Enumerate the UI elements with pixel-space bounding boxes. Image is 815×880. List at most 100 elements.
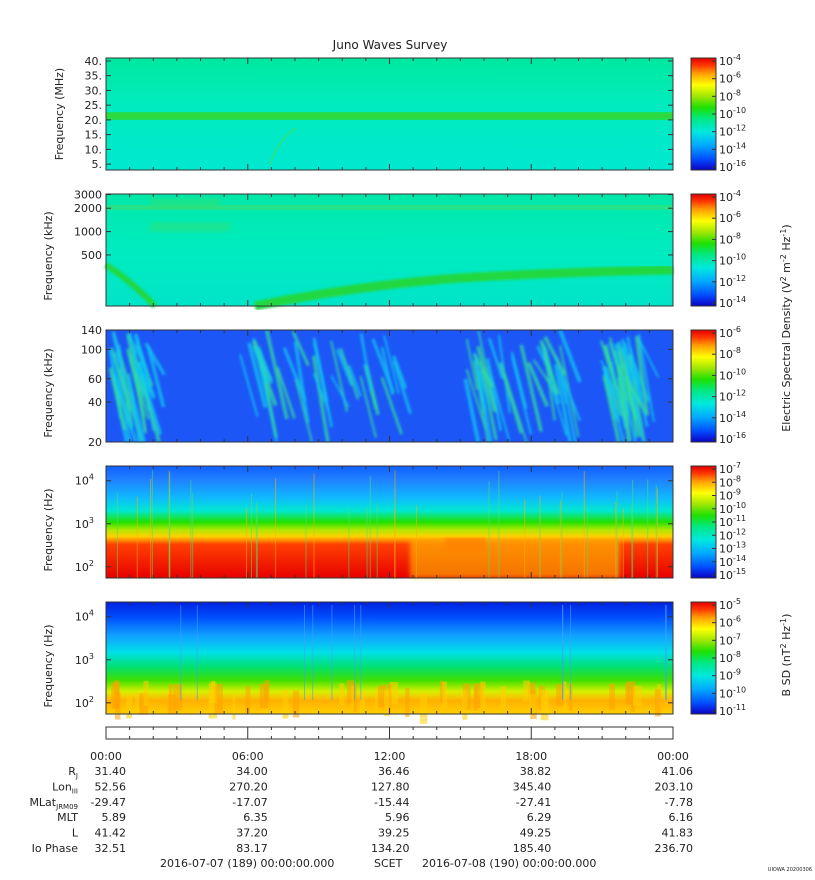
- b-burst: [480, 681, 486, 709]
- ephemeris-value: 6.35: [243, 811, 268, 824]
- ephemeris-row-label: MLT: [57, 811, 78, 824]
- lf-burst-streak: [330, 375, 350, 408]
- b-burst: [627, 681, 636, 705]
- colorbar-tick-label: 10-7: [719, 461, 741, 476]
- ephemeris-value: 185.40: [513, 842, 552, 855]
- lf-burst-streak: [135, 373, 150, 420]
- b-burst: [419, 694, 428, 724]
- ephemeris-value: -15.44: [374, 796, 409, 809]
- lf-burst-streak: [519, 344, 543, 432]
- time-label: 18:00: [515, 750, 547, 763]
- b-burst: [541, 689, 548, 716]
- colorbar-tick-label: 10-7: [719, 632, 741, 647]
- lf-burst-streak: [380, 346, 395, 395]
- y-tick-label: 40: [88, 396, 102, 409]
- panel-b-hz: 104 103 102 Frequency (Hz): [42, 601, 674, 724]
- lf-burst-streak: [256, 345, 274, 385]
- time-label: 12:00: [374, 750, 406, 763]
- colorbar-tick-label: 10-11: [719, 514, 746, 529]
- lf-burst-streak: [599, 340, 618, 391]
- lf-burst-streak: [282, 347, 307, 401]
- panel-hf-khz-ylabel: Frequency (kHz): [42, 211, 55, 300]
- colorbar-tick-label: 10-6: [719, 615, 741, 630]
- y-tick-label: 20: [88, 436, 102, 449]
- scet-label: SCET: [374, 857, 403, 870]
- lf-burst-streak: [638, 338, 660, 379]
- b-burst: [282, 689, 289, 719]
- b-burst: [232, 693, 236, 720]
- lf-burst-streak: [146, 345, 166, 408]
- y-tick-label: 140: [81, 324, 102, 337]
- panel-hf-khz-heatmap: [106, 194, 673, 306]
- ephemeris-row-label: L: [72, 827, 79, 840]
- y-tick-label: 40.: [85, 55, 103, 68]
- lf-burst-streak: [543, 335, 567, 376]
- ephemeris-value: 345.40: [513, 780, 552, 793]
- colorbar-tick-label: 10-9: [719, 668, 741, 683]
- colorbar: [690, 465, 717, 579]
- ephemeris-value: -29.47: [91, 796, 126, 809]
- ephemeris-value: 203.10: [655, 780, 694, 793]
- credit-stamp: UIOWA 20200306: [768, 867, 812, 873]
- y-tick-label: 15.: [85, 129, 103, 142]
- ephemeris-value: 38.82: [520, 765, 552, 778]
- lf-burst-streak: [275, 366, 296, 419]
- b-burst: [383, 689, 390, 717]
- b-burst: [523, 680, 530, 702]
- lf-burst-streak: [144, 342, 166, 376]
- lf-burst-streak: [463, 378, 481, 443]
- lf-burst-streak: [503, 373, 528, 443]
- lf-burst-streak: [312, 372, 330, 412]
- b-burst: [556, 684, 565, 707]
- b-burst: [135, 693, 140, 715]
- lf-burst-streak: [110, 348, 132, 412]
- b-burst: [439, 681, 445, 703]
- ephemeris-row-label: MLatJRM09: [29, 796, 78, 811]
- colorbar-tick-label: 10-4: [719, 53, 741, 68]
- colorbar-tick-label: 10-8: [719, 231, 741, 246]
- colorbar-tick-label: 10-6: [719, 71, 741, 86]
- b-burst: [143, 680, 149, 706]
- colorbar-tick-label: 10-12: [719, 124, 746, 139]
- y-tick-label: 100: [81, 343, 102, 356]
- y-tick-label: 104: [75, 473, 94, 488]
- colorbar: [690, 193, 717, 307]
- e-hz-impulsive-spikes: [116, 470, 658, 578]
- lf-burst-streak: [247, 342, 268, 409]
- lf-burst-streak: [380, 376, 403, 435]
- ephemeris-value: -27.41: [516, 796, 551, 809]
- panel-lf-khz-ylabel: Frequency (kHz): [42, 348, 55, 437]
- colorbar-tick-label: 10-14: [719, 410, 746, 425]
- b-burst: [474, 683, 484, 709]
- b-burst: [500, 686, 506, 708]
- y-tick-label: 2000: [74, 202, 102, 215]
- lf-burst-streak: [465, 338, 478, 390]
- colorbar-tick-label: 10-8: [719, 474, 741, 489]
- lf-burst-streak: [359, 333, 373, 392]
- colorbar-tick-label: 10-15: [719, 567, 746, 582]
- time-label: 00:00: [90, 750, 122, 763]
- colorbar-tick-label: 10-13: [719, 541, 746, 556]
- b-burst: [346, 680, 355, 704]
- ephemeris-value: 36.46: [378, 765, 410, 778]
- lf-burst-streak: [603, 367, 621, 423]
- y-tick-label: 500: [81, 249, 102, 262]
- ephemeris-value: -17.07: [232, 796, 267, 809]
- colorbar-tick-label: 10-14: [719, 554, 746, 569]
- b-burst: [353, 683, 357, 713]
- ephemeris-value: 5.89: [102, 811, 127, 824]
- figure-title: Juno Waves Survey: [332, 38, 448, 52]
- lf-burst-streak: [126, 333, 147, 433]
- lf-burst-streak: [138, 368, 163, 435]
- y-tick-label: 104: [75, 609, 94, 624]
- colorbar-tick-label: 10-12: [719, 389, 746, 404]
- scet-end: 2016-07-08 (190) 00:00:00.000: [422, 857, 596, 870]
- lf-burst-streak: [553, 364, 572, 443]
- lf-burst-streak: [617, 365, 637, 417]
- lf-burst-streak: [473, 361, 489, 443]
- b-burst: [173, 684, 183, 711]
- lf-burst-streak: [136, 338, 152, 383]
- colorbar-tick-label: 10-10: [719, 253, 746, 268]
- colorbar-tick-label: 10-16: [719, 431, 746, 446]
